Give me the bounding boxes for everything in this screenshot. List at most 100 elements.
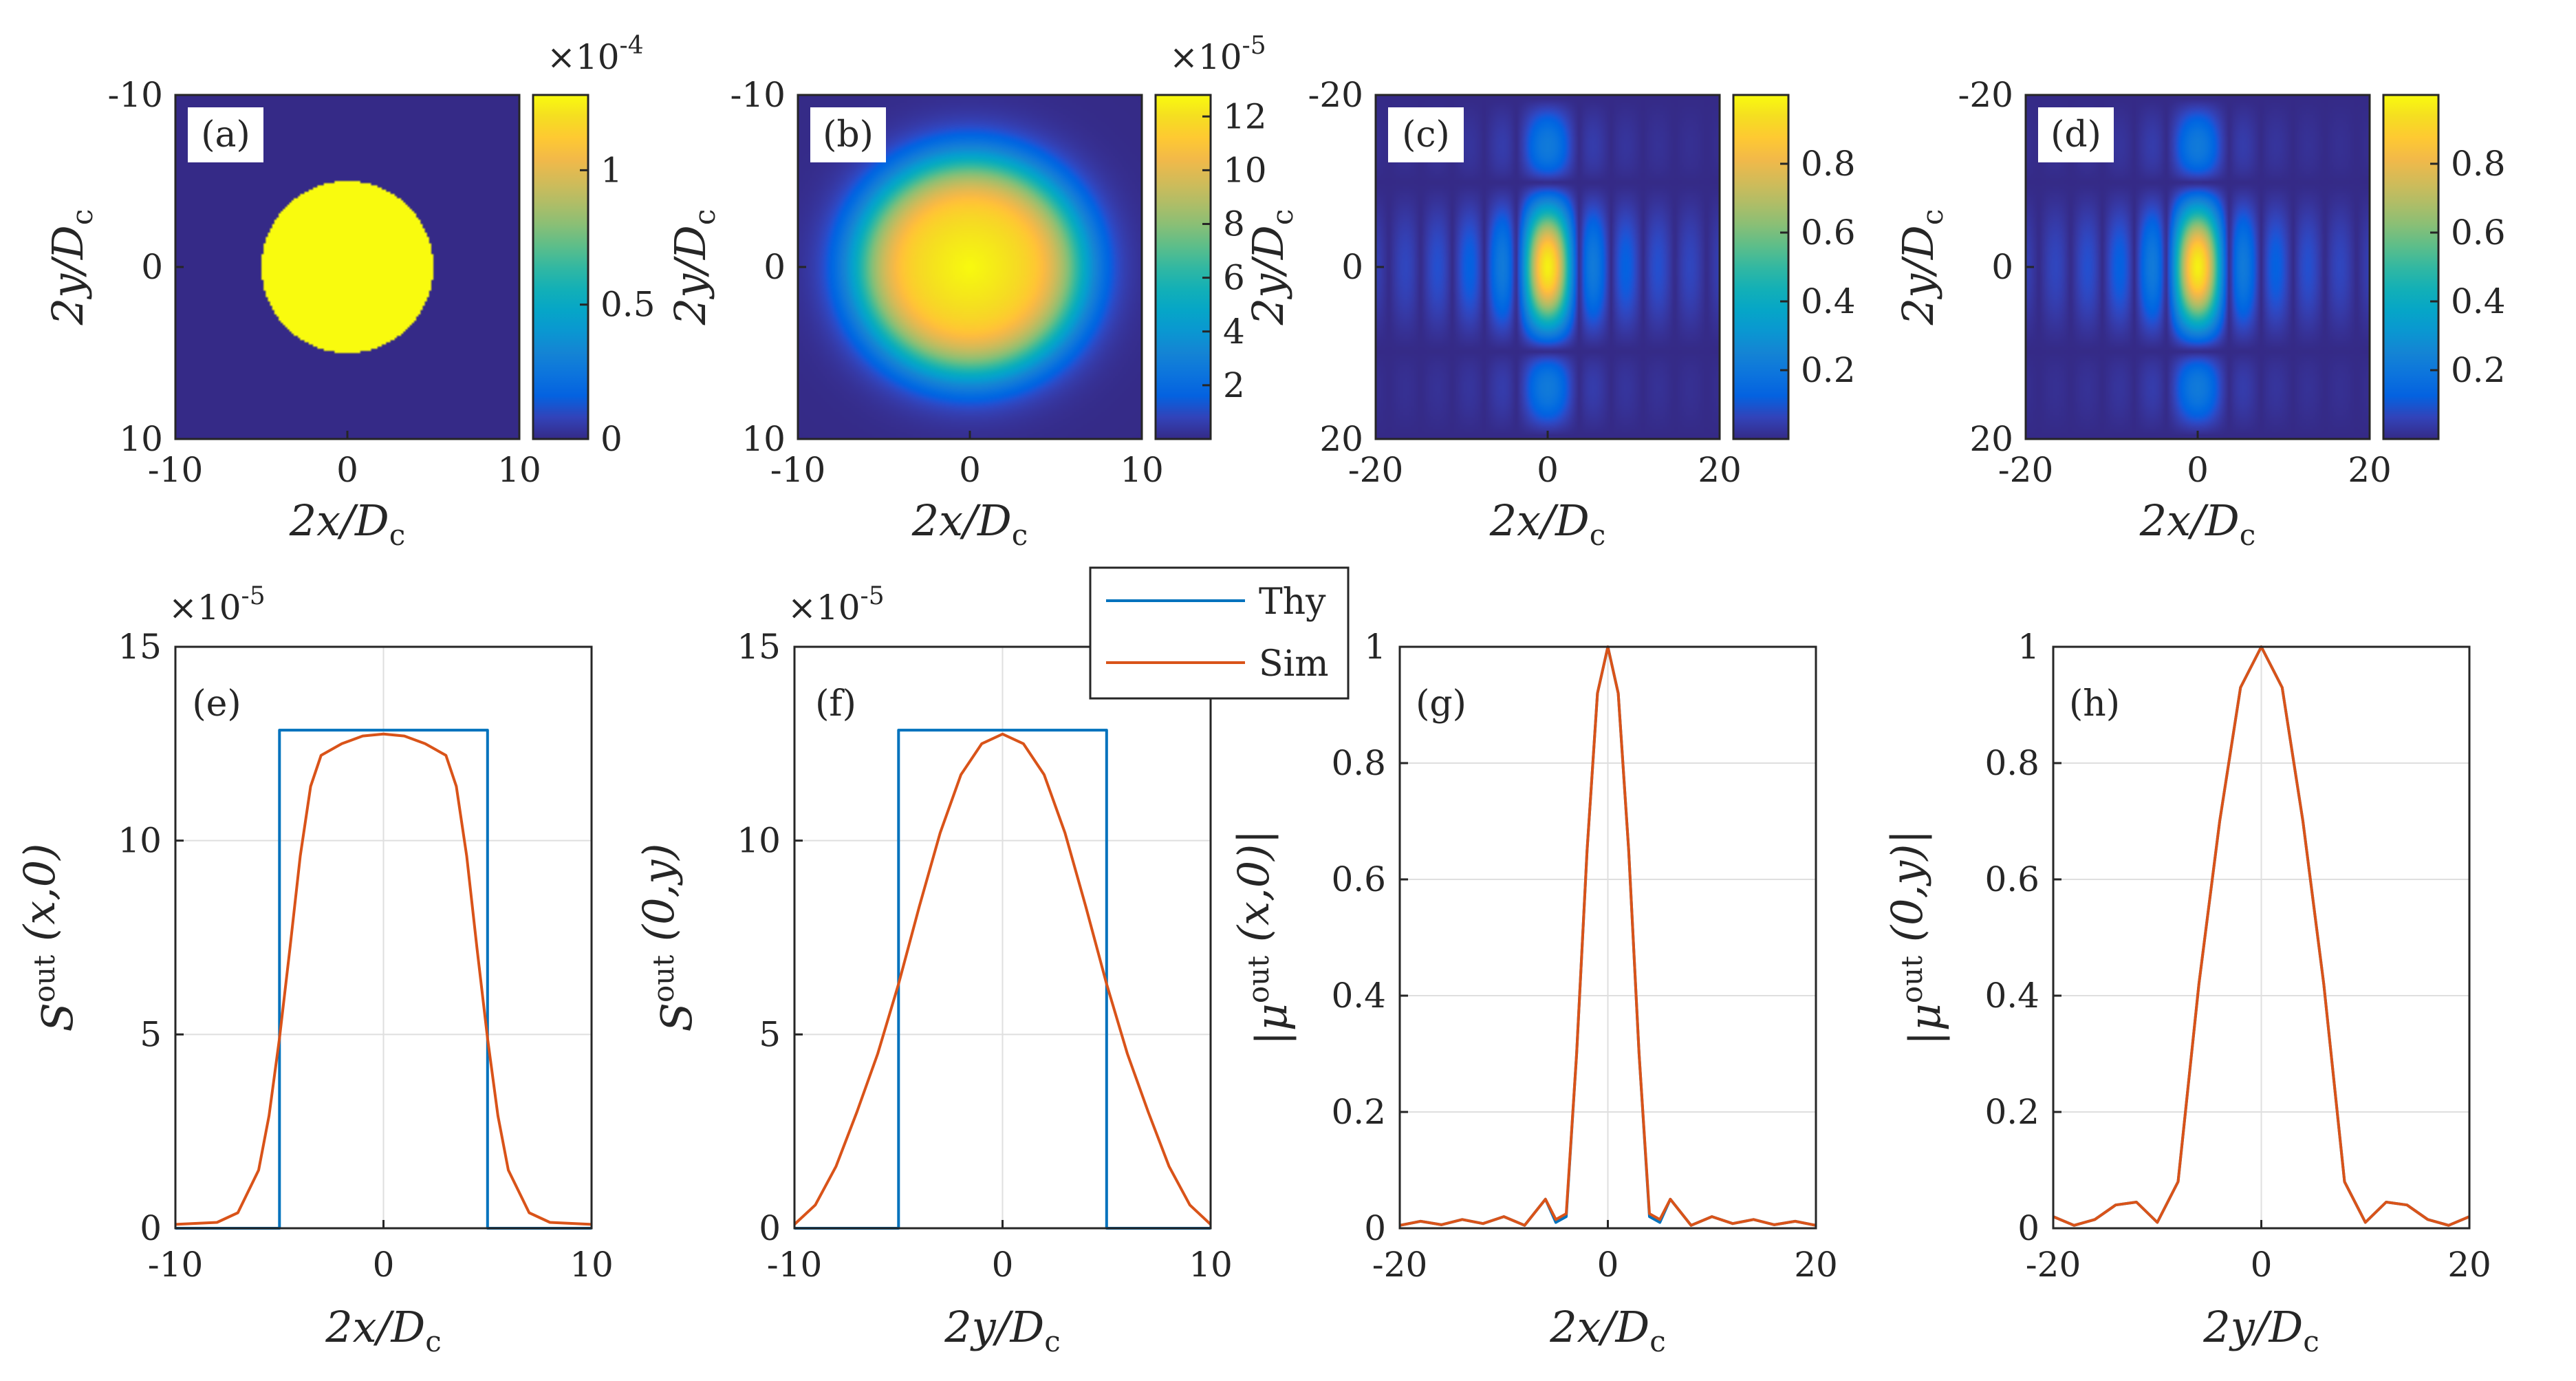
y-tick-label: 0.8 — [1984, 743, 2039, 783]
y-axis-label: 2y/Dc — [665, 209, 722, 326]
x-tick-label: -10 — [148, 450, 204, 490]
x-axis-label: 2x/Dc — [1489, 495, 1606, 552]
x-tick-label: 0 — [373, 1245, 395, 1285]
y-tick-label: 0 — [140, 1208, 162, 1248]
colorbar-tick-label: 8 — [1223, 204, 1245, 244]
x-tick-label: 0 — [2251, 1245, 2273, 1285]
x-tick-label: 0 — [336, 450, 358, 490]
y-axis-label: 2y/Dc — [1243, 209, 1299, 326]
colorbar-tick-label: 0.4 — [2451, 281, 2506, 321]
colorbar-tick-label: 1 — [600, 150, 623, 190]
panel-label-bg — [188, 107, 263, 162]
legend-label-sim: Sim — [1259, 643, 1329, 685]
y-tick-label: -20 — [1958, 75, 2013, 115]
x-tick-label: -10 — [148, 1245, 204, 1285]
panel-label: (h) — [2069, 683, 2120, 725]
colorbar — [1733, 95, 1788, 439]
x-tick-label: 0 — [2187, 450, 2209, 490]
y-tick-label: 0 — [759, 1208, 781, 1248]
y-axis-label: 2y/Dc — [1893, 209, 1949, 326]
x-axis-label: 2y/Dc — [2202, 1302, 2319, 1358]
y-tick-label: 0.2 — [1984, 1092, 2039, 1132]
y-tick-label: 0 — [1991, 247, 2013, 287]
x-axis-label: 2x/Dc — [1549, 1302, 1666, 1358]
colorbar-exponent: ×10-5 — [1169, 32, 1266, 77]
panel-label-bg — [2038, 107, 2114, 162]
y-tick-label: 0.4 — [1984, 976, 2039, 1016]
colorbar-tick-label: 10 — [1223, 150, 1267, 190]
y-axis-label: 2y/Dc — [43, 209, 99, 326]
x-tick-label: -10 — [767, 1245, 823, 1285]
x-tick-label: 10 — [1189, 1245, 1233, 1285]
x-tick-label: 0 — [992, 1245, 1014, 1285]
y-tick-label: 0.8 — [1331, 743, 1386, 783]
legend-box — [1089, 566, 1350, 700]
panel-label: (c) — [1402, 114, 1450, 156]
panel-label: (a) — [201, 114, 250, 156]
panel-label: (f) — [815, 683, 856, 725]
y-axis-label: |μout (x,0)| — [1229, 830, 1297, 1046]
y-tick-label: -10 — [107, 75, 163, 115]
x-tick-label: 20 — [2348, 450, 2392, 490]
y-tick-label: -10 — [730, 75, 786, 115]
x-tick-label: -20 — [1348, 450, 1404, 490]
x-tick-label: 10 — [1120, 450, 1164, 490]
y-tick-label: 0.6 — [1984, 859, 2039, 899]
panel-label-bg — [810, 107, 886, 162]
y-tick-label: 0.2 — [1331, 1092, 1386, 1132]
legend-label-thy: Thy — [1259, 581, 1326, 623]
x-tick-label: 20 — [2447, 1245, 2491, 1285]
colorbar-tick-label: 0.6 — [1801, 213, 1856, 253]
y-tick-label: 5 — [759, 1014, 781, 1054]
colorbar-frame — [1732, 94, 1790, 440]
colorbar-frame — [2382, 94, 2440, 440]
y-tick-label: 10 — [119, 419, 163, 459]
y-tick-label: 0 — [2017, 1208, 2039, 1248]
x-axis-label: 2x/Dc — [325, 1302, 442, 1358]
y-tick-label: 0 — [764, 247, 786, 287]
colorbar-frame — [532, 94, 589, 440]
axis-exponent: ×10-5 — [788, 582, 885, 628]
y-tick-label: 10 — [737, 821, 781, 861]
colorbar-tick-label: 0.8 — [1801, 144, 1856, 184]
x-tick-label: 0 — [1537, 450, 1559, 490]
colorbar — [533, 95, 588, 439]
colorbar-exponent: ×10-4 — [547, 32, 644, 77]
panel-label: (d) — [2050, 114, 2101, 156]
colorbar-tick-label: 2 — [1223, 365, 1245, 405]
x-axis-label: 2y/Dc — [944, 1302, 1061, 1358]
colorbar — [2383, 95, 2438, 439]
x-tick-label: 0 — [959, 450, 981, 490]
y-axis-label: |μout (0,y)| — [1882, 830, 1950, 1046]
x-tick-label: -20 — [1372, 1245, 1428, 1285]
y-tick-label: 20 — [1969, 419, 2013, 459]
colorbar-frame — [1154, 94, 1212, 440]
panel-label-bg — [1388, 107, 1464, 162]
y-tick-label: 0 — [1341, 247, 1363, 287]
x-axis-label: 2x/Dc — [2139, 495, 2256, 552]
y-axis-label: Sout (0,y) — [634, 844, 702, 1032]
y-tick-label: 15 — [737, 627, 781, 667]
legend: Thy Sim — [1089, 566, 1350, 700]
y-tick-label: 0.6 — [1331, 859, 1386, 899]
x-axis-label: 2x/Dc — [289, 495, 406, 552]
y-tick-label: 20 — [1319, 419, 1363, 459]
colorbar-tick-label: 0.2 — [1801, 350, 1856, 390]
x-axis-label: 2x/Dc — [911, 495, 1028, 552]
y-tick-label: -20 — [1308, 75, 1363, 115]
x-tick-label: -20 — [1998, 450, 2054, 490]
colorbar-tick-label: 0.5 — [600, 285, 656, 325]
y-tick-label: 15 — [118, 627, 162, 667]
colorbar — [1156, 95, 1211, 439]
x-tick-label: -10 — [770, 450, 826, 490]
colorbar-tick-label: 0.2 — [2451, 350, 2506, 390]
